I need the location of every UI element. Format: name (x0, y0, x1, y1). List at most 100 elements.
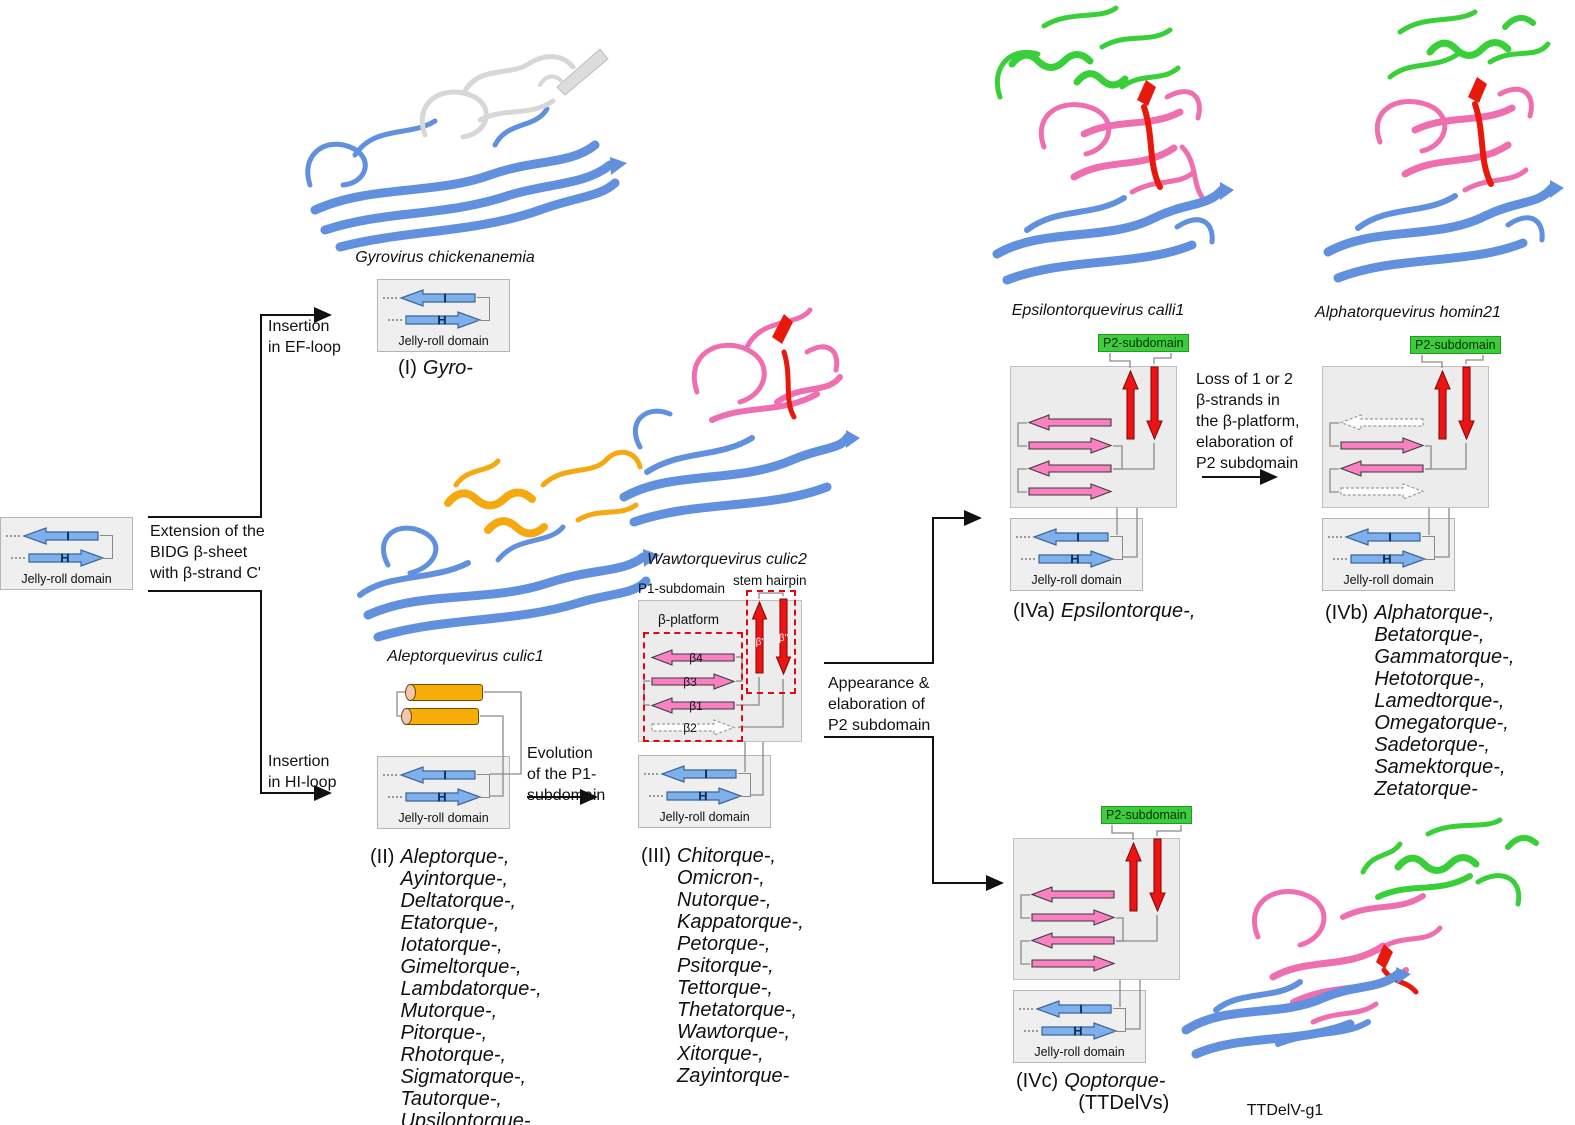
virus-name-alphatorquevirus: Alphatorquevirus homin21 (1315, 304, 1501, 321)
clade-names: Aleptorque-, Ayintorque-, Deltatorque-, … (400, 846, 542, 1125)
transition-ef-loop-text: Insertion in EF-loop (268, 318, 341, 356)
svg-text:I: I (704, 767, 708, 782)
strand-connector-bracket (1422, 536, 1435, 560)
n-terminus-dots (1016, 536, 1030, 538)
transition-hi-loop-text: Insertion in HI-loop (268, 753, 337, 791)
stem-up-arrow (1434, 369, 1451, 440)
n-terminus-dots (1328, 536, 1342, 538)
n-terminus-dots (6, 535, 20, 537)
arrow-ef-loop-branch (148, 307, 332, 518)
stem-up-arrow (1122, 369, 1139, 440)
n-terminus-dots (1019, 1008, 1033, 1010)
ivc-p1-box (1013, 838, 1180, 980)
strand-h-arrow: H (1041, 1022, 1118, 1040)
c-terminus-dots (649, 795, 663, 797)
strand-connector-bracket (477, 774, 490, 798)
p2-subdomain-tag-iva: P2-subdomain (1098, 334, 1189, 352)
svg-text:H: H (698, 789, 707, 804)
clade-list-ivc: (IVc) Qoptorque- (TTDelVs) (1016, 1070, 1169, 1114)
strand-connector-bracket (477, 297, 490, 321)
virus-name-wawtorquevirus: Wawtorquevirus culic2 (647, 551, 807, 568)
clade-names: Alphatorque-, Betatorque-, Gammatorque-,… (1374, 602, 1515, 800)
p1-strand-arrow (1030, 886, 1115, 903)
jelly-roll-schematic-ivb: I H Jelly-roll domain (1322, 518, 1455, 591)
helix-cap (401, 708, 412, 725)
strand-h-arrow: H (405, 311, 482, 329)
protein-structure-alphatorquevirus (1323, 9, 1564, 283)
protein-structure-wawtorquevirus (619, 307, 860, 527)
p1-strand-arrow (1027, 414, 1112, 431)
svg-text:I: I (1079, 1002, 1083, 1017)
p1-strand-arrow (1028, 437, 1113, 454)
strand-i-arrow: I (22, 527, 99, 545)
clade-prefix: (IVb) (1325, 602, 1369, 624)
arrow-hi-loop-branch (148, 590, 332, 801)
c-terminus-dots (11, 557, 25, 559)
strand-i-arrow: I (1032, 528, 1109, 546)
strand-connector-bracket (100, 535, 113, 559)
clade-prefix: (II) (370, 846, 395, 868)
stem-down-arrow (1149, 838, 1166, 913)
c-terminus-dots (1021, 558, 1035, 560)
clade-prefix: (IVa) (1013, 600, 1055, 622)
virus-name-epsilontorquevirus: Epsilontorquevirus calli1 (1011, 302, 1185, 319)
svg-text:I: I (443, 291, 447, 306)
svg-text:I: I (1076, 530, 1080, 545)
beta-platform-label: β-platform (658, 612, 720, 627)
c-terminus-dots (1024, 1030, 1038, 1032)
jelly-roll-label: Jelly-roll domain (398, 334, 489, 348)
jelly-roll-label: Jelly-roll domain (21, 572, 112, 586)
arrow-p2-branch-up (824, 510, 982, 664)
lost-strand-arrow (1340, 483, 1425, 500)
transition-p1-evolution-text: Evolution of the P1- subdomain (527, 745, 606, 804)
clade-prefix: (III) (641, 845, 671, 867)
svg-text:H: H (437, 313, 446, 328)
n-terminus-dots (383, 774, 397, 776)
jelly-roll-label: Jelly-roll domain (1034, 1045, 1125, 1059)
svg-text:H: H (1070, 552, 1079, 567)
svg-text:β1: β1 (689, 699, 703, 713)
p1-strand-arrow (1028, 483, 1113, 500)
transition-p2-appearance-text: Appearance & elaboration of P2 subdomain (828, 675, 931, 734)
transition-strand-loss-text: Loss of 1 or 2 β-strands in the β-platfo… (1196, 371, 1300, 472)
protein-structure-aleptorquevirus (357, 449, 660, 642)
jelly-roll-schematic-wawto: I H Jelly-roll domain (638, 755, 771, 828)
beta2-strand-arrow: β2 (651, 719, 736, 736)
svg-text:β3: β3 (683, 675, 697, 689)
strand-i-arrow: I (1035, 1000, 1112, 1018)
lost-strand-arrow (1339, 414, 1424, 431)
stem-up-arrow (1125, 841, 1142, 912)
ivb-p1-box (1322, 366, 1489, 508)
clade-names: Qoptorque- (1064, 1070, 1166, 1092)
protein-structure-epsilontorquevirus (992, 5, 1234, 285)
strand-i-arrow: I (1344, 528, 1421, 546)
n-terminus-dots (644, 773, 658, 775)
strand-h-arrow: H (1038, 550, 1115, 568)
clade-list-i: (I) Gyro- (398, 357, 473, 379)
svg-text:β4: β4 (689, 651, 703, 665)
beta1-strand-arrow: β1 (650, 697, 735, 714)
p1-strand-arrow (1031, 955, 1116, 972)
helix-cap (405, 684, 416, 701)
svg-text:β': β' (756, 637, 764, 648)
jelly-roll-label: Jelly-roll domain (659, 810, 750, 824)
c-terminus-dots (388, 319, 402, 321)
clade-list-iva: (IVa) Epsilontorque-, (1013, 600, 1195, 622)
structure-label-ttdelv: TTDelV-g1 (1246, 1102, 1324, 1119)
jelly-roll-schematic-root: I H Jelly-roll domain (0, 517, 133, 590)
p2-subdomain-tag-ivb: P2-subdomain (1410, 336, 1501, 354)
strand-i-arrow: I (399, 766, 476, 784)
svg-text:I: I (1388, 530, 1392, 545)
svg-text:I: I (443, 768, 447, 783)
jelly-roll-schematic-ivc: I H Jelly-roll domain (1013, 990, 1146, 1063)
jelly-roll-schematic-gyro: I H Jelly-roll domain (377, 279, 510, 352)
jelly-roll-label: Jelly-roll domain (1343, 573, 1434, 587)
clade-prefix: (IVc) (1016, 1070, 1059, 1092)
p1-subdomain-label: P1-subdomain (638, 581, 726, 596)
svg-text:H: H (1073, 1024, 1082, 1039)
jelly-roll-schematic-alepto: I H Jelly-roll domain (377, 756, 510, 829)
clade-list-ii: (II) Aleptorque-, Ayintorque-, Deltatorq… (370, 846, 542, 1125)
strand-i-arrow: I (399, 289, 476, 307)
